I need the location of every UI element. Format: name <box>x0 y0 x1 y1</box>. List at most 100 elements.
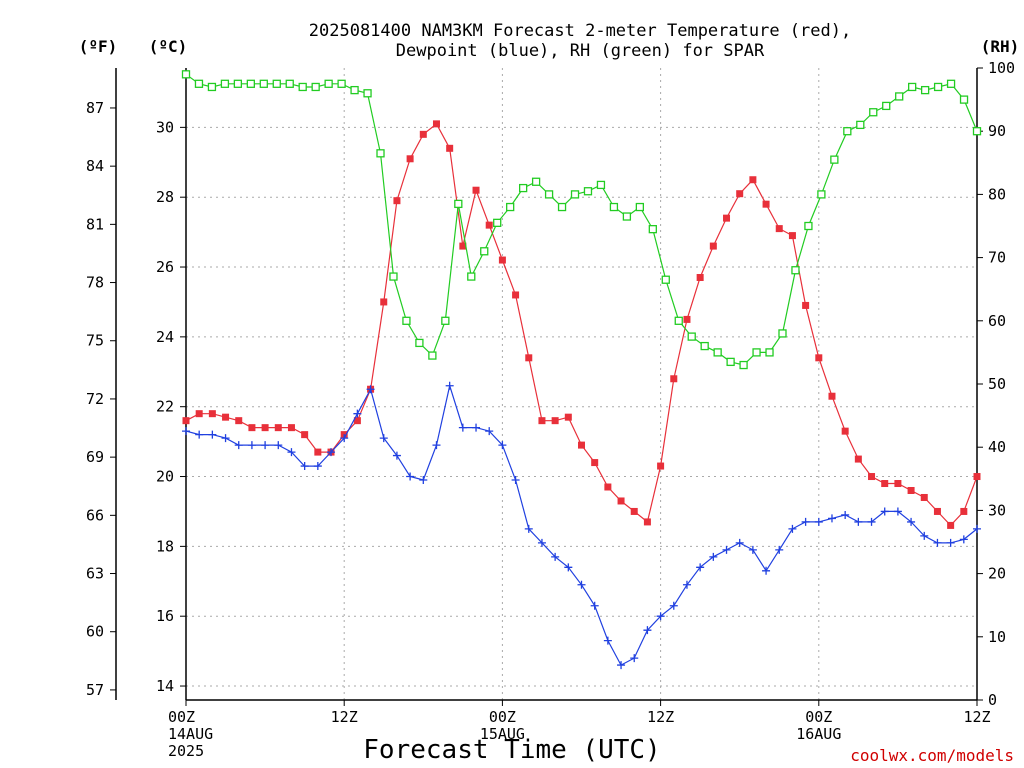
series-3-point <box>337 79 346 88</box>
series-3-point <box>376 149 385 158</box>
celsius-tick-label: 16 <box>156 607 174 625</box>
series-1-point <box>498 256 506 264</box>
time-tick-label: 2025 <box>168 742 204 760</box>
series-2-point <box>617 661 626 670</box>
series-1-point <box>907 486 915 494</box>
series-1-point <box>195 410 203 418</box>
series-1-point <box>564 413 572 421</box>
fahrenheit-tick-label: 60 <box>86 623 104 641</box>
time-tick-label: 12Z <box>963 708 990 726</box>
series-3-point <box>596 180 606 190</box>
rh-tick-label: 50 <box>988 375 1006 393</box>
series-1-point <box>578 441 585 449</box>
series-2-point <box>458 423 467 432</box>
series-2-point <box>762 566 771 575</box>
series-2 <box>182 381 981 670</box>
fahrenheit-tick-label: 57 <box>86 681 104 699</box>
series-2-point <box>775 545 784 554</box>
series-3-point <box>583 187 593 196</box>
celsius-tick-label: 30 <box>156 118 174 136</box>
series-3-point <box>233 79 243 88</box>
series-2-point <box>472 423 481 432</box>
series-2-point <box>366 385 375 394</box>
series-2-point <box>893 507 902 516</box>
series-3-point <box>830 155 839 164</box>
series-1-point <box>617 497 625 505</box>
fahrenheit-tick-label: 81 <box>86 215 104 233</box>
series-3-point <box>557 202 567 212</box>
series-3-point <box>817 190 826 199</box>
series-3-point <box>882 101 891 111</box>
series-1-point <box>749 176 757 184</box>
rh-tick-label: 40 <box>988 438 1006 456</box>
series-2-point <box>709 552 718 561</box>
celsius-tick-label: 24 <box>156 328 174 346</box>
series-1-point <box>960 507 968 515</box>
series-3-point <box>272 79 281 88</box>
series-1-point <box>920 493 928 501</box>
fahrenheit-tick-label: 63 <box>86 565 104 583</box>
time-tick-label: 12Z <box>647 708 674 726</box>
series-1-point <box>274 424 282 432</box>
series-1-point <box>512 291 520 299</box>
fahrenheit-tick-label: 84 <box>86 157 104 175</box>
series-1-point <box>208 410 216 418</box>
time-tick-label: 00Z <box>168 708 195 726</box>
series-3-point <box>713 348 722 357</box>
series-3-point <box>285 79 294 88</box>
series-2-point <box>656 612 665 621</box>
series-3-point <box>506 202 515 212</box>
axes <box>110 67 983 706</box>
celsius-tick-label: 22 <box>156 398 174 416</box>
series-2-point <box>577 580 586 589</box>
series-1-point <box>736 190 744 198</box>
series-1-point <box>380 298 388 306</box>
series-2-point <box>537 538 546 547</box>
series-1-point <box>868 473 876 481</box>
series-1-point <box>314 448 322 456</box>
series-2-point <box>841 510 850 519</box>
series-2-point <box>603 636 612 645</box>
series-1-point <box>393 197 401 205</box>
series-2-point <box>880 507 889 516</box>
series-3-point <box>739 360 748 370</box>
series-1-point <box>432 120 440 128</box>
celsius-unit-label: (ºC) <box>149 37 188 56</box>
series-3 <box>181 70 982 370</box>
series-3-point <box>752 348 761 357</box>
series-3-point <box>972 127 982 136</box>
series-3-point <box>259 79 268 88</box>
series-1-point <box>947 521 955 529</box>
series-1-point <box>591 459 599 467</box>
series-1-point <box>933 507 941 515</box>
series-2-point <box>261 441 270 450</box>
series-3-point <box>363 89 372 98</box>
series-3-point <box>246 79 255 88</box>
rh-tick-label: 20 <box>988 565 1006 583</box>
series-1-point <box>301 431 309 439</box>
series-1-point <box>525 354 533 362</box>
series-3-point <box>609 202 619 212</box>
fahrenheit-tick-label: 69 <box>86 448 104 466</box>
series-3-point <box>194 79 204 88</box>
fahrenheit-tick-label: 78 <box>86 274 104 292</box>
series-2-point <box>313 462 322 471</box>
series-2-point <box>327 448 336 457</box>
series-1-point <box>287 424 295 432</box>
series-3-point <box>350 85 359 95</box>
series-3-point <box>389 272 398 281</box>
series-2-point <box>485 427 494 436</box>
series-1-point <box>762 200 770 208</box>
series-1-point <box>472 186 480 194</box>
fahrenheit-tick-label: 66 <box>86 506 104 524</box>
rh-tick-label: 0 <box>988 691 997 709</box>
series-3-point <box>908 82 917 92</box>
series-1 <box>182 120 981 529</box>
series-2-point <box>419 476 428 485</box>
series-2-point <box>959 535 968 544</box>
series-2-point <box>300 462 309 471</box>
series-2-point <box>564 563 573 572</box>
chart-title-line-1: 2025081400 NAM3KM Forecast 2-meter Tempe… <box>309 21 851 41</box>
series-1-point <box>643 518 651 526</box>
tick-labels: 14 16 18 20 22 24 26 28 30 57 60 63 66 69 72 75 78 81 84 87… <box>86 59 1015 760</box>
